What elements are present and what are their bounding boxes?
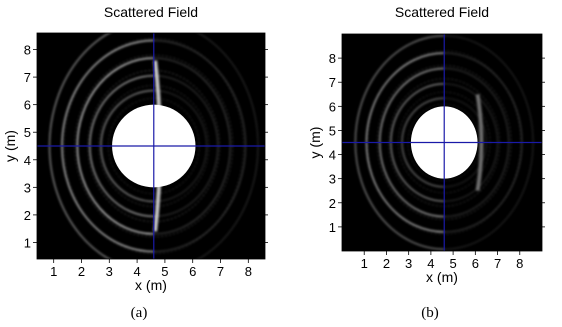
x-tick-label: 4 (133, 264, 140, 279)
x-tick-label: 8 (516, 256, 523, 271)
wavefront-layer (37, 33, 265, 259)
x-tick-label: 1 (361, 256, 368, 271)
y-tick-label: 5 (329, 123, 336, 138)
y-tick-label: 1 (329, 220, 336, 235)
y-tick-label: 2 (329, 196, 336, 211)
y-tick-label: 7 (329, 75, 336, 90)
y-tick-label: 2 (24, 208, 31, 223)
wavefront-layer (342, 34, 542, 251)
x-tick-label: 7 (494, 256, 501, 271)
y-tick-label: 1 (24, 235, 31, 250)
x-axis-label: x (m) (135, 277, 167, 293)
x-tick-label: 2 (383, 256, 390, 271)
chart-title: Scattered Field (104, 4, 198, 20)
y-tick-label: 8 (329, 51, 336, 66)
x-tick-label: 3 (106, 264, 113, 279)
y-axis-label: y (m) (2, 130, 18, 162)
panel-caption: (b) (421, 305, 439, 321)
plot-frame (36, 32, 266, 260)
x-tick-label: 1 (50, 264, 57, 279)
y-tick-label: 4 (24, 153, 31, 168)
x-tick-label: 6 (189, 264, 196, 279)
y-tick-label: 5 (24, 125, 31, 140)
y-axis-label: y (m) (307, 127, 323, 159)
panel-caption: (a) (131, 305, 148, 321)
panel-a: 1 2 3 4 5 6 7 8 1 2 3 4 5 6 7 8 Scattered Field x (m) y (m… (2, 4, 268, 321)
y-tick-label: 6 (24, 98, 31, 113)
y-tick-label: 3 (24, 180, 31, 195)
x-tick-label: 3 (405, 256, 412, 271)
y-tick-label: 8 (24, 43, 31, 58)
x-tick-label: 5 (161, 264, 168, 279)
x-tick-label: 2 (78, 264, 85, 279)
x-tick-label: 4 (427, 256, 434, 271)
plot-frame (341, 33, 543, 252)
x-tick-label: 8 (245, 264, 252, 279)
y-tick-label: 6 (329, 99, 336, 114)
x-tick-label: 6 (472, 256, 479, 271)
y-tick-label: 7 (24, 70, 31, 85)
y-tick-label: 4 (329, 148, 336, 163)
x-tick-label: 5 (449, 256, 456, 271)
x-tick-label: 7 (217, 264, 224, 279)
x-axis-label: x (m) (426, 269, 458, 285)
y-tick-label: 3 (329, 172, 336, 187)
chart-title: Scattered Field (395, 4, 489, 20)
